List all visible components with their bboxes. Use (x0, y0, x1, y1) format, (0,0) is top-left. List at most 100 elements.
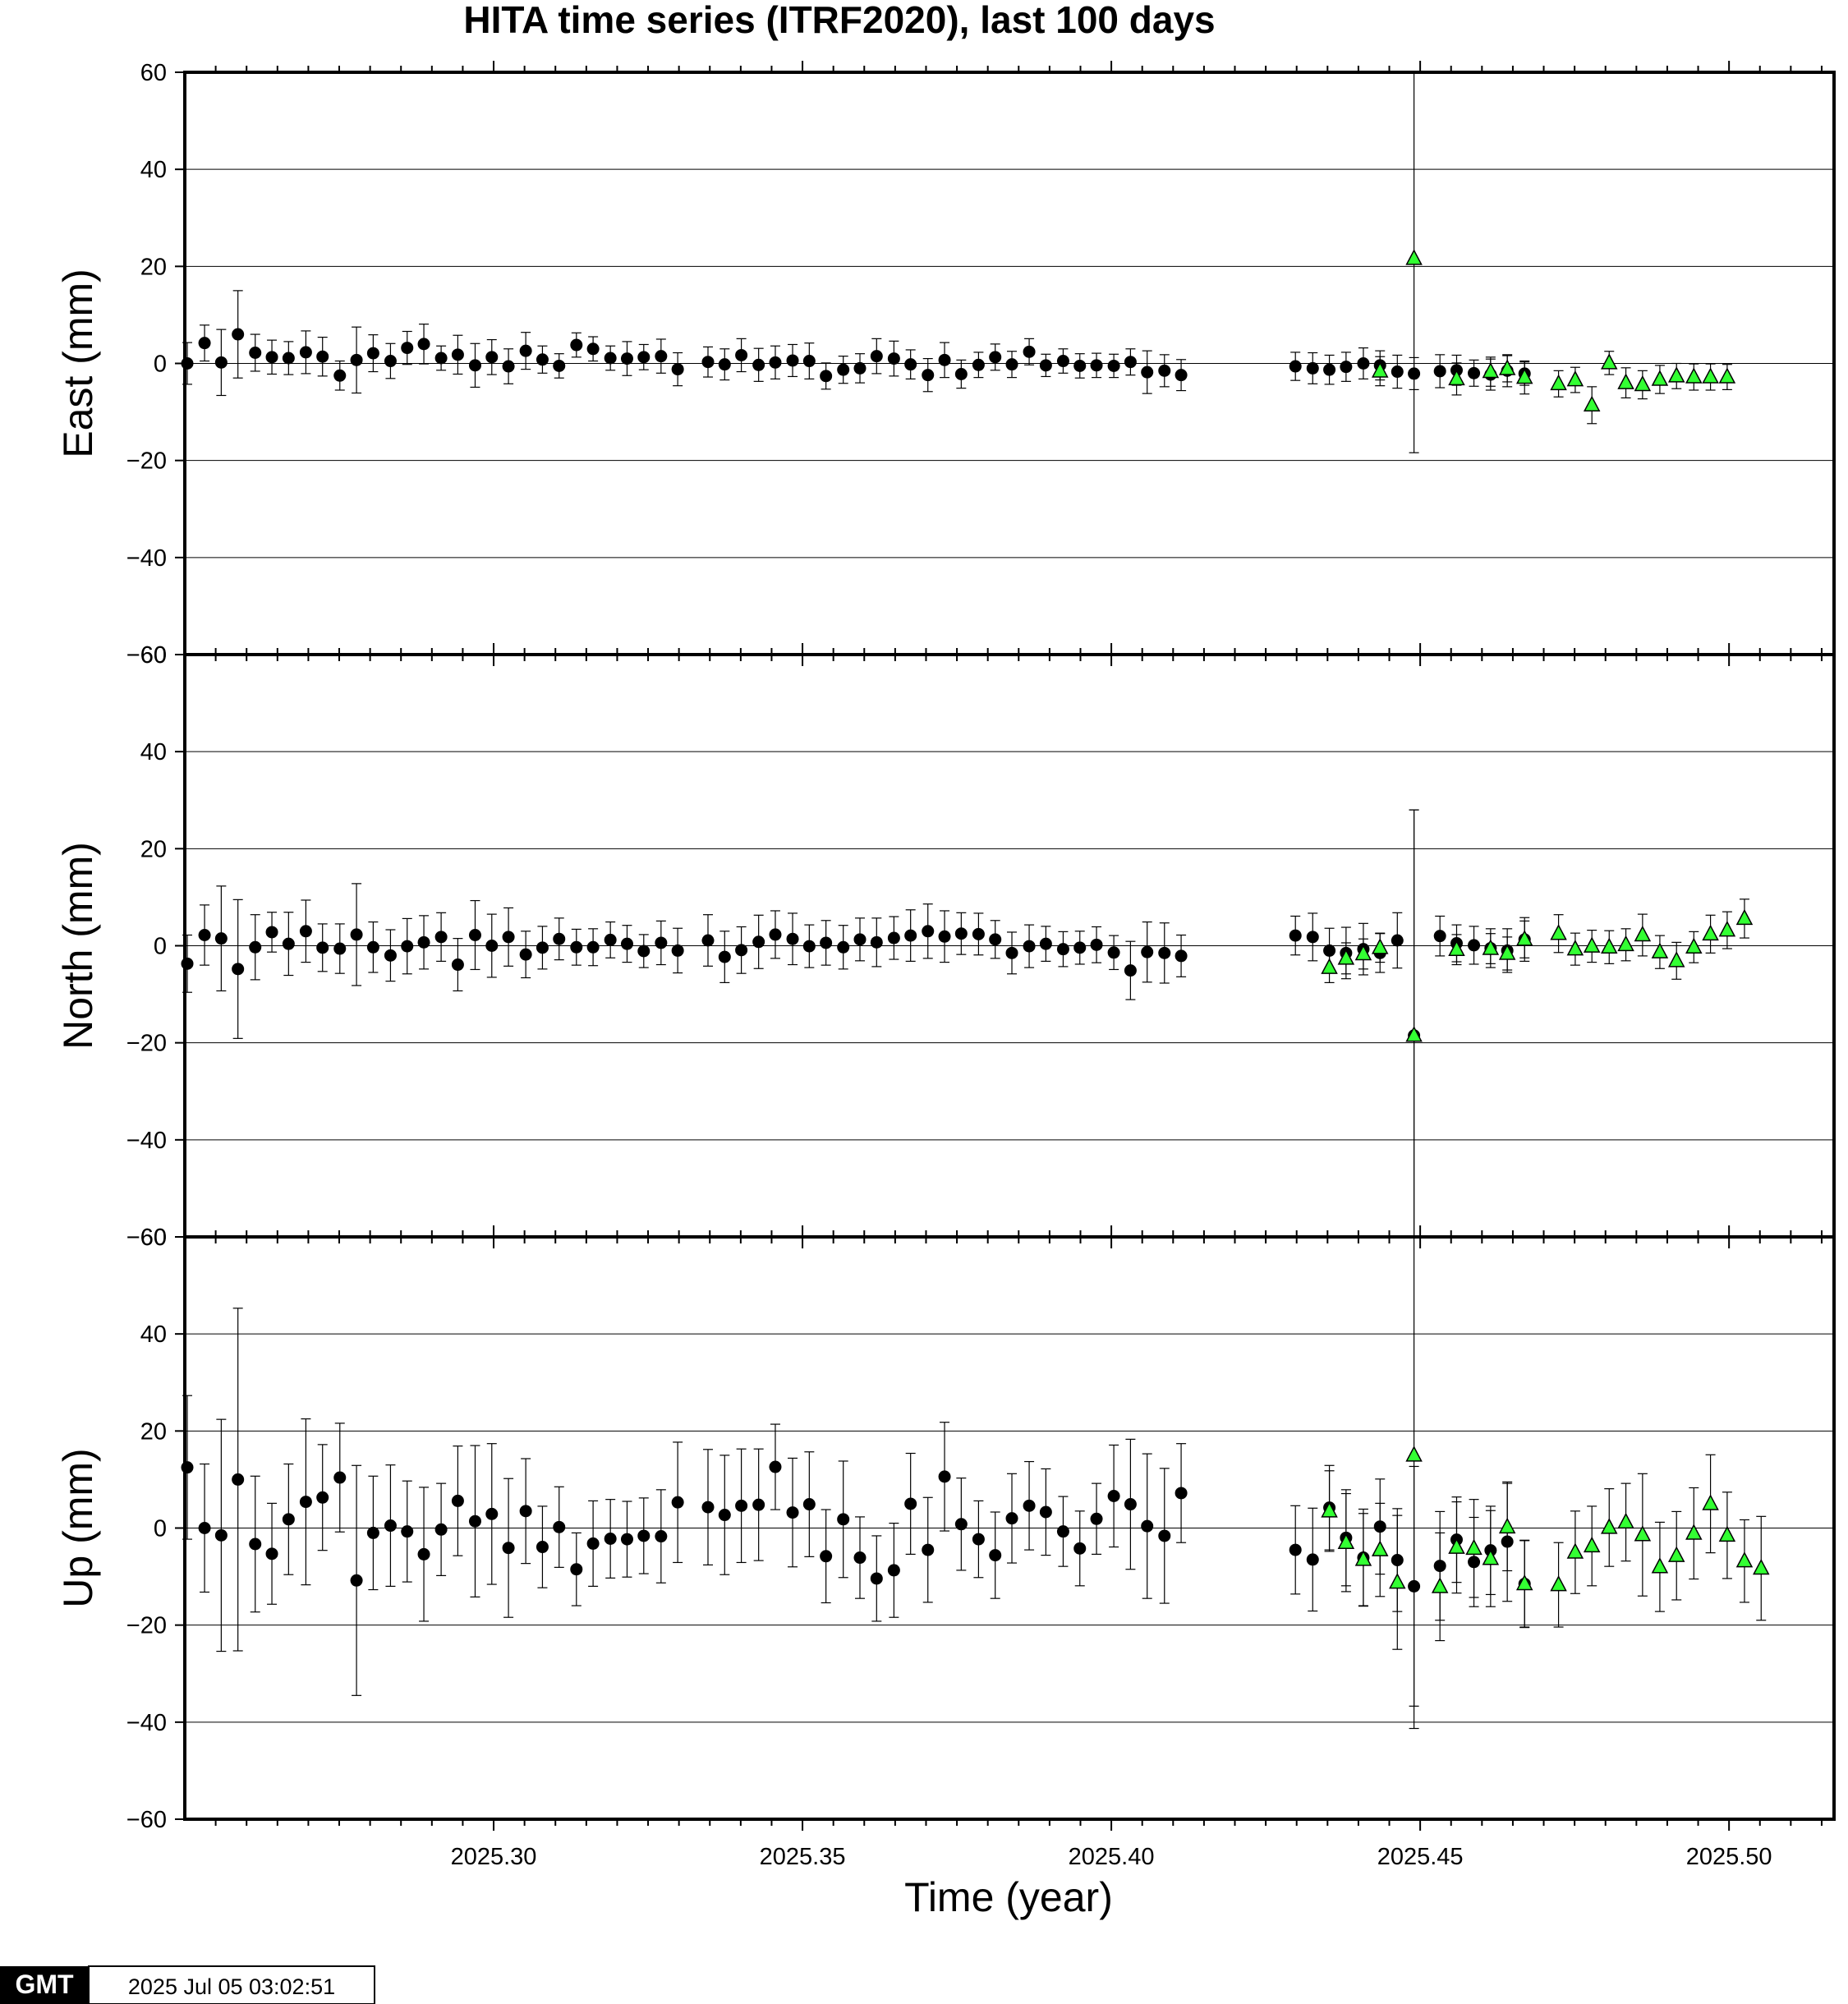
data-point-circle (536, 1541, 549, 1554)
y-axis-title: East (mm) (55, 269, 101, 458)
data-point-circle (1124, 964, 1137, 977)
data-point-circle (502, 1542, 515, 1555)
data-point-triangle (1371, 361, 1389, 378)
data-point-circle (1391, 934, 1404, 947)
data-point-circle (1023, 345, 1036, 358)
data-point-circle (181, 957, 194, 970)
y-tick-label: 60 (140, 1225, 167, 1251)
data-point-circle (1175, 369, 1188, 382)
x-tick-label: 2025.50 (1686, 1844, 1772, 1870)
data-point-circle (214, 1528, 228, 1542)
data-point-circle (1039, 1505, 1052, 1519)
data-point-triangle (1735, 908, 1754, 926)
data-point-circle (637, 945, 650, 958)
data-point-triangle (1651, 942, 1669, 958)
data-point-circle (769, 356, 782, 369)
svg-text:GMT: GMT (15, 1970, 74, 1999)
series-final (181, 290, 1531, 397)
data-point-circle (299, 925, 312, 938)
data-point-circle (655, 936, 668, 949)
data-point-circle (1391, 365, 1404, 379)
data-point-circle (249, 940, 262, 954)
data-point-triangle (1685, 1524, 1703, 1540)
data-point-triangle (1583, 1536, 1601, 1553)
data-point-triangle (1651, 1557, 1669, 1574)
y-tick-label: 60 (140, 642, 167, 669)
data-point-circle (1107, 359, 1120, 372)
data-point-circle (752, 935, 765, 949)
y-tick-label: −20 (126, 448, 167, 475)
data-point-circle (485, 940, 499, 952)
series-rapid (1321, 1237, 1770, 1730)
data-point-circle (1023, 1499, 1036, 1512)
data-point-circle (468, 1514, 481, 1528)
data-point-circle (1090, 938, 1103, 951)
data-point-circle (735, 1499, 748, 1512)
data-point-circle (786, 354, 799, 367)
data-point-circle (1158, 1529, 1171, 1542)
data-point-circle (282, 1513, 295, 1526)
data-point-circle (989, 933, 1002, 946)
data-point-circle (989, 351, 1002, 364)
data-point-circle (265, 1547, 278, 1560)
data-point-circle (922, 1543, 935, 1556)
data-point-circle (384, 355, 397, 368)
data-point-circle (904, 929, 917, 942)
data-point-circle (938, 1470, 951, 1483)
data-point-circle (519, 1505, 532, 1518)
data-point-circle (265, 926, 278, 939)
data-point-circle (802, 1498, 816, 1511)
data-point-circle (938, 930, 951, 943)
data-point-circle (366, 347, 379, 360)
plot-frame (183, 1235, 1836, 1821)
data-point-circle (1433, 365, 1446, 378)
data-point-triangle (1634, 1525, 1652, 1542)
gmt-logo: GMT (0, 1966, 89, 2004)
x-tick-label: 2025.35 (760, 1844, 846, 1870)
data-point-circle (954, 1518, 968, 1531)
data-point-circle (870, 935, 883, 949)
data-point-circle (198, 1522, 211, 1534)
data-point-circle (570, 1563, 583, 1576)
data-point-circle (333, 942, 347, 955)
y-axis-title: North (mm) (55, 842, 101, 1050)
data-point-circle (837, 940, 850, 954)
data-point-circle (384, 1519, 397, 1533)
data-point-circle (553, 1520, 566, 1533)
data-point-circle (282, 352, 295, 365)
data-point-circle (1141, 945, 1154, 958)
data-point-triangle (1601, 937, 1618, 954)
data-point-triangle (1667, 366, 1685, 383)
data-point-circle (468, 929, 481, 942)
y-tick-label: 20 (140, 254, 167, 280)
data-point-circle (401, 1525, 414, 1538)
data-point-circle (1468, 366, 1481, 379)
data-point-triangle (1389, 1573, 1406, 1589)
data-point-circle (519, 948, 532, 961)
y-tick-label: 40 (140, 1321, 167, 1348)
data-point-circle (485, 1507, 499, 1520)
data-point-triangle (1583, 936, 1601, 953)
data-point-circle (451, 1494, 464, 1507)
data-point-circle (954, 367, 968, 380)
y-tick-label: 0 (154, 1516, 167, 1542)
data-point-circle (735, 944, 748, 957)
data-point-circle (282, 937, 295, 950)
data-point-circle (198, 337, 211, 350)
data-point-circle (735, 348, 748, 361)
data-point-circle (1289, 929, 1302, 942)
data-point-circle (401, 940, 414, 953)
data-point-circle (417, 1547, 430, 1560)
data-point-circle (1357, 357, 1370, 370)
data-point-circle (671, 1496, 684, 1509)
data-point-circle (417, 338, 430, 351)
chart-title: HITA time series (ITRF2020), last 100 da… (463, 0, 1215, 41)
data-point-circle (1005, 1512, 1018, 1525)
data-point-triangle (1448, 1537, 1465, 1554)
data-point-circle (870, 1572, 883, 1585)
data-point-circle (887, 931, 900, 945)
data-point-triangle (1405, 249, 1423, 265)
data-point-circle (181, 357, 194, 370)
y-tick-label: 0 (154, 934, 167, 960)
x-tick-label: 2025.30 (451, 1844, 537, 1870)
